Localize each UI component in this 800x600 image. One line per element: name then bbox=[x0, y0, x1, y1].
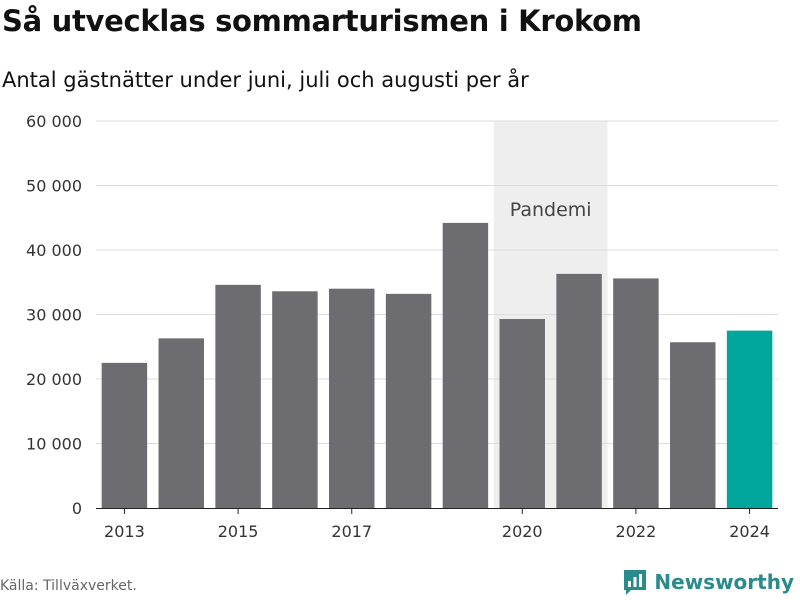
brand-logo: Newsworthy bbox=[622, 568, 794, 596]
bar-2016 bbox=[272, 291, 318, 508]
bar-2013 bbox=[101, 362, 148, 508]
y-tick-label: 20 000 bbox=[26, 370, 82, 389]
chart-subtitle: Antal gästnätter under juni, juli och au… bbox=[2, 68, 529, 92]
bar-2014 bbox=[158, 338, 204, 508]
bar-2020 bbox=[499, 319, 545, 508]
y-tick-label: 50 000 bbox=[26, 177, 82, 196]
y-tick-label: 60 000 bbox=[26, 112, 82, 131]
brand-name: Newsworthy bbox=[654, 570, 794, 594]
x-tick-label: 2015 bbox=[218, 522, 259, 541]
x-tick-label: 2020 bbox=[502, 522, 543, 541]
bar-2024 bbox=[726, 330, 773, 508]
bar-2017 bbox=[329, 288, 375, 508]
source-note: Källa: Tillväxverket. bbox=[0, 578, 137, 594]
bar-2019 bbox=[442, 222, 489, 508]
newsworthy-logo-icon bbox=[624, 570, 647, 595]
bar-2021 bbox=[556, 273, 602, 508]
y-tick-label: 0 bbox=[72, 499, 82, 518]
x-tick-label: 2017 bbox=[331, 522, 372, 541]
x-tick-label: 2013 bbox=[104, 522, 145, 541]
bar-chart: 0 10 000 20 000 30 000 40 000 50 000 60 000 Pan… bbox=[26, 112, 778, 541]
bar-2022 bbox=[613, 278, 659, 508]
y-tick-label: 10 000 bbox=[26, 435, 82, 454]
y-tick-label: 30 000 bbox=[26, 306, 82, 325]
pandemic-band-label: Pandemi bbox=[510, 199, 592, 221]
bar-2018 bbox=[385, 293, 432, 508]
chart-title: Så utvecklas sommarturismen i Krokom bbox=[2, 4, 642, 38]
bar-2023 bbox=[670, 342, 716, 508]
x-tick-label: 2024 bbox=[729, 522, 770, 541]
y-tick-label: 40 000 bbox=[26, 241, 82, 260]
x-tick-label: 2022 bbox=[616, 522, 657, 541]
bar-2015 bbox=[215, 284, 261, 508]
